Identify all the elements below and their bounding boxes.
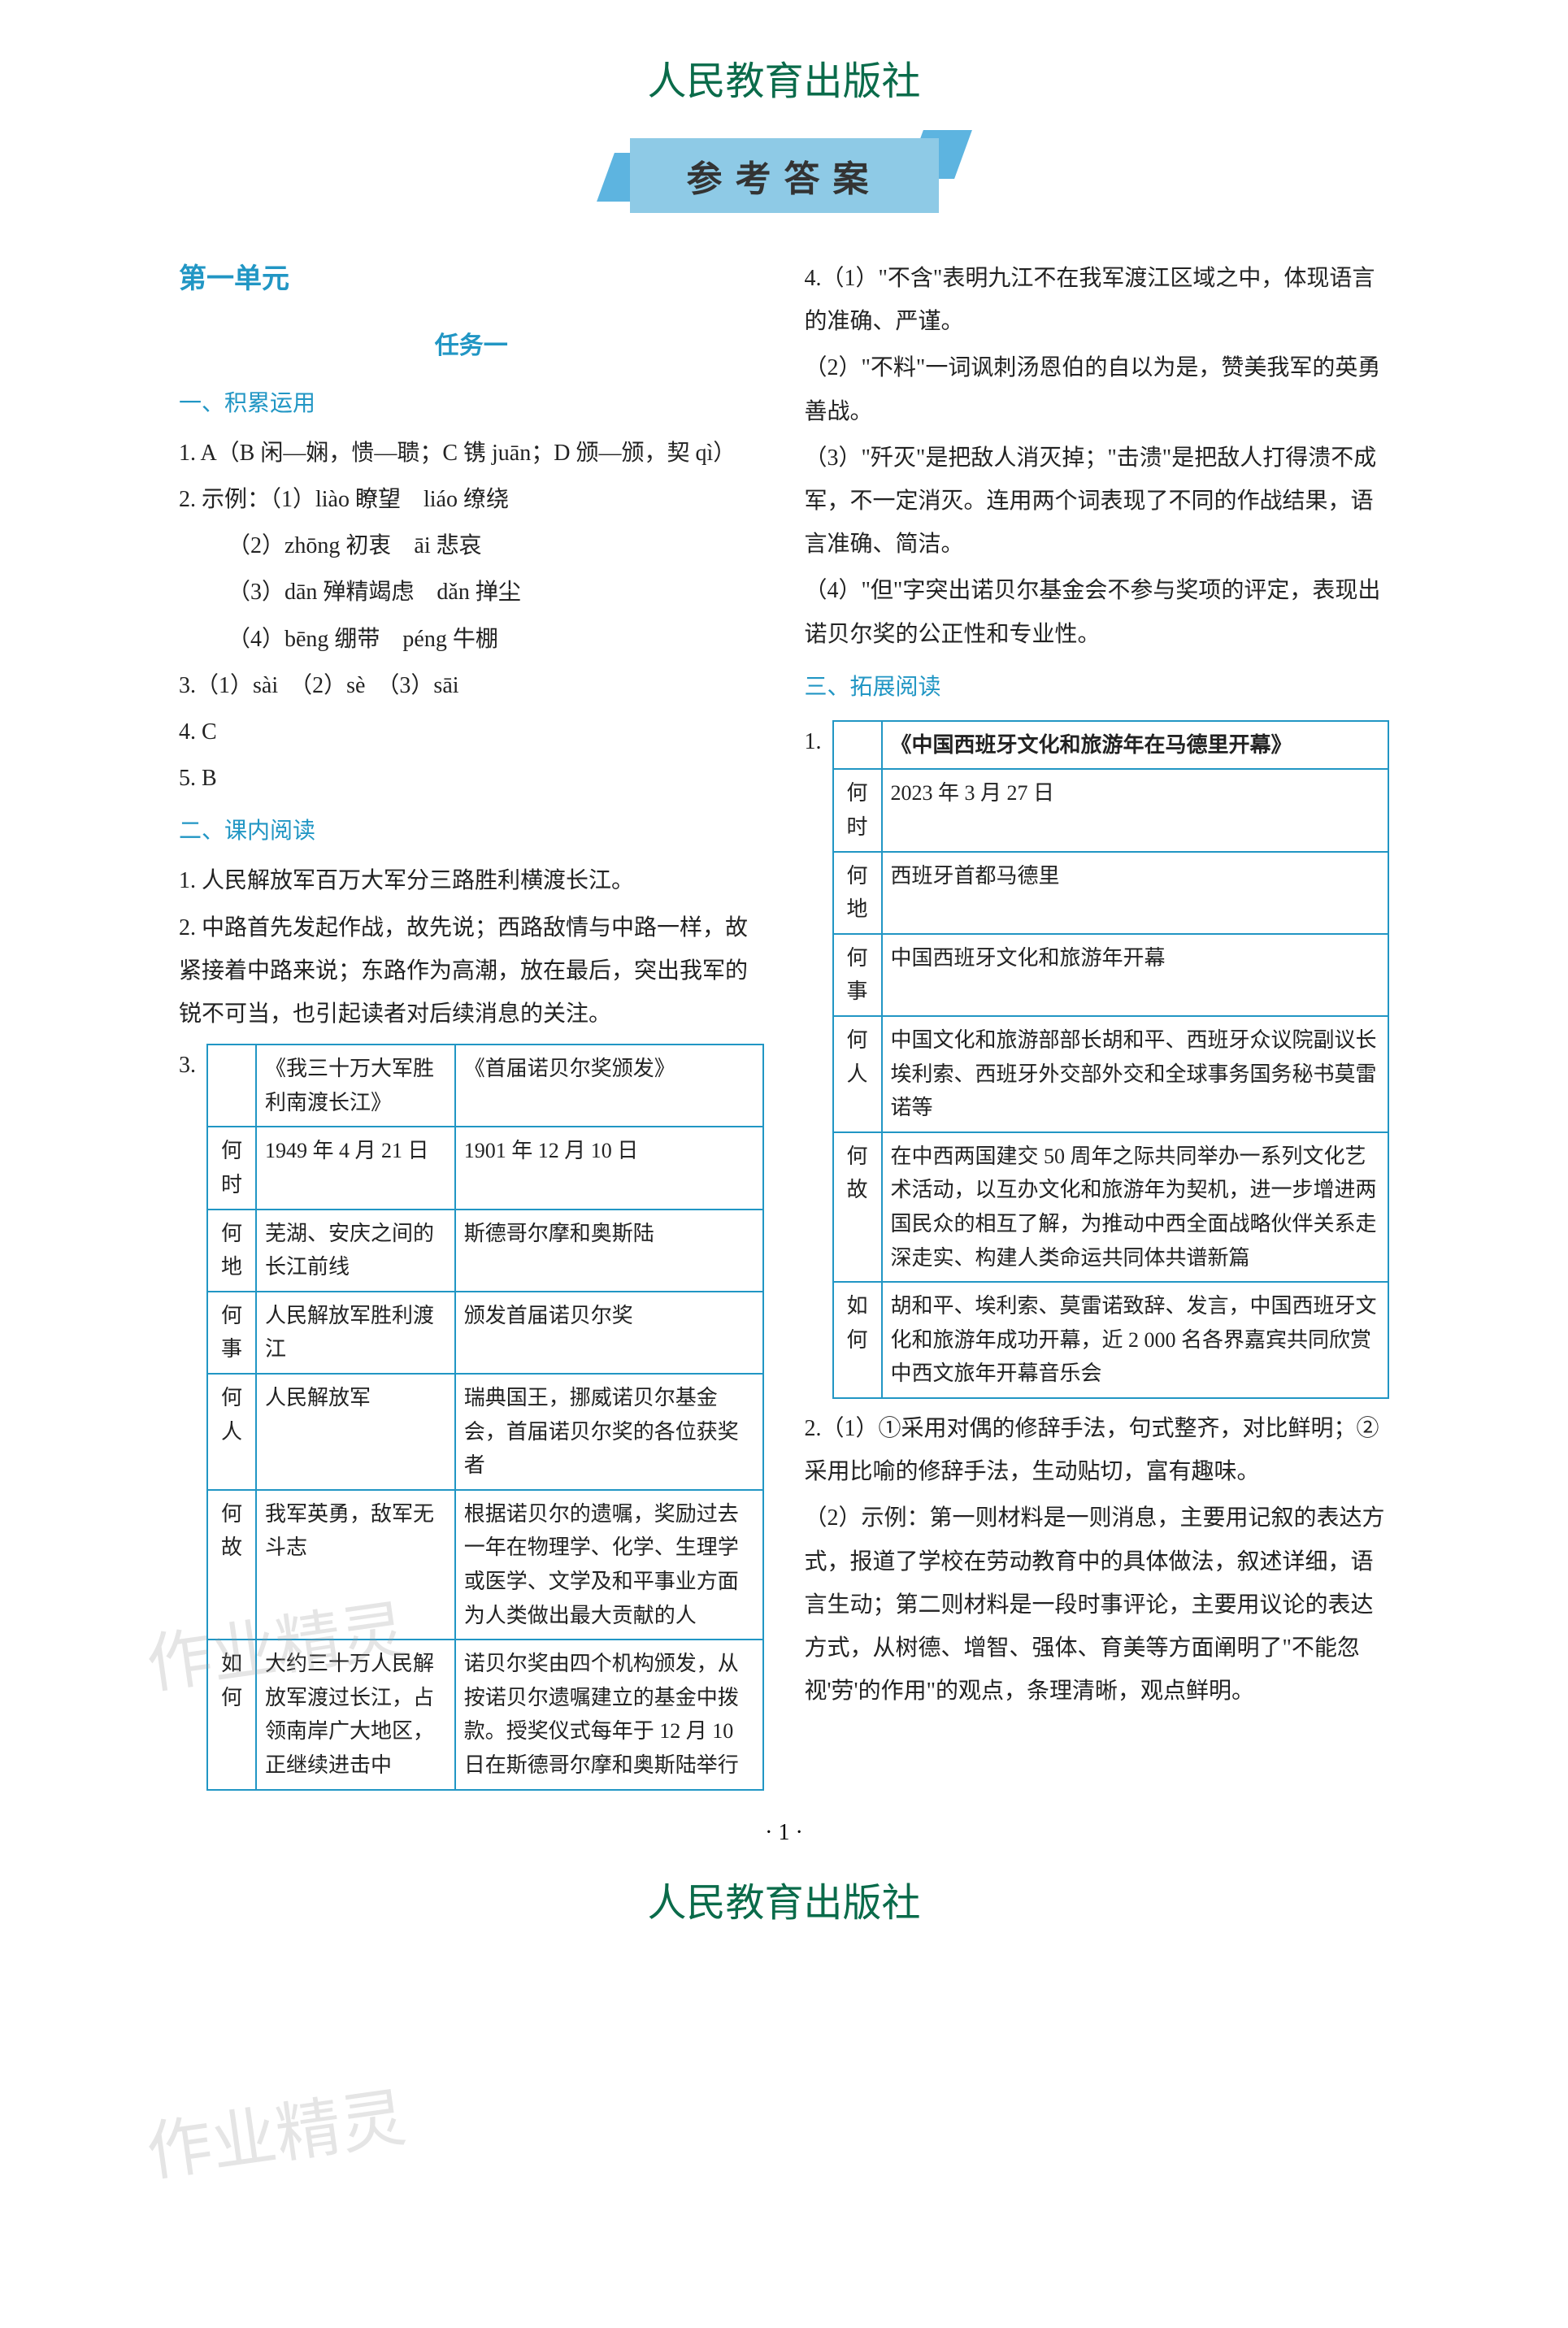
rh: 何人 — [833, 1016, 882, 1132]
cell: 中国文化和旅游部部长胡和平、西班牙众议院副议长埃利索、西班牙外交部外交和全球事务… — [882, 1016, 1389, 1132]
item: 3.（1）sài （2）sè （3）sāi — [179, 664, 764, 707]
item: （3）dān 殚精竭虑 dǎn 掸尘 — [179, 571, 764, 614]
page-number: · 1 · — [0, 1820, 1568, 1846]
watermark: 作业精灵 — [139, 2057, 414, 2215]
publisher-footer: 人民教育出版社 — [0, 1870, 1568, 1927]
cell: 颁发首届诺贝尔奖 — [455, 1292, 763, 1374]
cell: 瑞典国王，挪威诺贝尔基金会，首届诺贝尔奖的各位获奖者 — [455, 1374, 763, 1490]
cell: 芜湖、安庆之间的长江前线 — [256, 1210, 455, 1292]
cell: 西班牙首都马德里 — [882, 852, 1389, 934]
rh: 何事 — [207, 1292, 256, 1374]
rh: 何人 — [207, 1374, 256, 1490]
task-title: 任务一 — [179, 323, 764, 369]
section-inclass: 二、课内阅读 — [179, 810, 764, 853]
cell: 胡和平、埃利索、莫雷诺致辞、发言，中国西班牙文化和旅游年成功开幕，近 2 000… — [882, 1282, 1389, 1398]
content-columns: 第一单元 任务一 一、积累运用 1. A（B 闲—娴，愦—聩；C 镌 juān；… — [0, 254, 1568, 1796]
cell: 中国西班牙文化和旅游年开幕 — [882, 934, 1389, 1016]
rh: 何故 — [833, 1132, 882, 1282]
rh: 如何 — [833, 1282, 882, 1398]
cell: 根据诺贝尔的遗嘱，奖励过去一年在物理学、化学、生理学或医学、文学及和平事业方面为… — [455, 1490, 763, 1640]
item: （4）bēng 绷带 péng 牛棚 — [179, 618, 764, 661]
item: 1. A（B 闲—娴，愦—聩；C 镌 juān；D 颁—颁，契 qì） — [179, 432, 764, 475]
rh: 何故 — [207, 1490, 256, 1640]
cell: 人民解放军胜利渡江 — [256, 1292, 455, 1374]
item: 2. 示例：（1）liào 瞭望 liáo 缭绕 — [179, 478, 764, 521]
table-news-madrid: 《中国西班牙文化和旅游年在马德里开幕》 何时 2023 年 3 月 27 日 何… — [832, 720, 1390, 1399]
cell: 1949 年 4 月 21 日 — [256, 1127, 455, 1209]
th: 《中国西班牙文化和旅游年在马德里开幕》 — [882, 721, 1389, 770]
item: 2. 中路首先发起作战，故先说；西路敌情与中路一样，故紧接着中路来说；东路作为高… — [179, 906, 764, 1036]
column-right: 4.（1）"不含"表明九江不在我军渡江区域之中，体现语言的准确、严谨。 （2）"… — [805, 254, 1390, 1796]
table-news-compare: 《我三十万大军胜利南渡长江》 《首届诺贝尔奖颁发》 何时 1949 年 4 月 … — [206, 1044, 764, 1790]
item: （3）"歼灭"是把敌人消灭掉；"击溃"是把敌人打得溃不成军，不一定消灭。连用两个… — [805, 436, 1390, 567]
cell: 人民解放军 — [256, 1374, 455, 1490]
title-banner: 参考答案 — [0, 138, 1568, 213]
rh: 何时 — [207, 1127, 256, 1209]
item: （2）zhōng 初衷 āi 悲哀 — [179, 524, 764, 567]
rh: 何事 — [833, 934, 882, 1016]
column-left: 第一单元 任务一 一、积累运用 1. A（B 闲—娴，愦—聩；C 镌 juān；… — [179, 254, 764, 1796]
rh: 何地 — [833, 852, 882, 934]
cell: 在中西两国建交 50 周年之际共同举办一系列文化艺术活动，以互办文化和旅游年为契… — [882, 1132, 1389, 1282]
section-accumulate: 一、积累运用 — [179, 382, 764, 425]
cell: 2023 年 3 月 27 日 — [882, 769, 1389, 851]
item: 4. C — [179, 710, 764, 754]
table-number: 3. — [179, 1039, 206, 1087]
item: （4）"但"字突出诺贝尔基金会不参与奖项的评定，表现出诺贝尔奖的公正性和专业性。 — [805, 569, 1390, 655]
unit-title: 第一单元 — [179, 254, 764, 306]
cell: 斯德哥尔摩和奥斯陆 — [455, 1210, 763, 1292]
banner-title: 参考答案 — [630, 138, 939, 213]
cell: 诺贝尔奖由四个机构颁发，从按诺贝尔遗嘱建立的基金中拨款。授奖仪式每年于 12 月… — [455, 1640, 763, 1789]
cell: 我军英勇，敌军无斗志 — [256, 1490, 455, 1640]
table-number: 1. — [805, 715, 832, 763]
item: （2）"不料"一词讽刺汤恩伯的自以为是，赞美我军的英勇善战。 — [805, 346, 1390, 432]
cell: 大约三十万人民解放军渡过长江，占领南岸广大地区，正继续进击中 — [256, 1640, 455, 1789]
th: 《我三十万大军胜利南渡长江》 — [256, 1045, 455, 1127]
cell: 1901 年 12 月 10 日 — [455, 1127, 763, 1209]
rh: 如何 — [207, 1640, 256, 1789]
item: 2.（1）①采用对偶的修辞手法，句式整齐，对比鲜明；②采用比喻的修辞手法，生动贴… — [805, 1407, 1390, 1493]
publisher-header: 人民教育出版社 — [0, 49, 1568, 106]
item: 5. B — [179, 757, 764, 800]
item: 4.（1）"不含"表明九江不在我军渡江区域之中，体现语言的准确、严谨。 — [805, 257, 1390, 343]
section-extend: 三、拓展阅读 — [805, 666, 1390, 709]
item: （2）示例：第一则材料是一则消息，主要用记叙的表达方式，报道了学校在劳动教育中的… — [805, 1496, 1390, 1713]
rh: 何地 — [207, 1210, 256, 1292]
item: 1. 人民解放军百万大军分三路胜利横渡长江。 — [179, 859, 764, 902]
rh: 何时 — [833, 769, 882, 851]
th: 《首届诺贝尔奖颁发》 — [455, 1045, 763, 1127]
